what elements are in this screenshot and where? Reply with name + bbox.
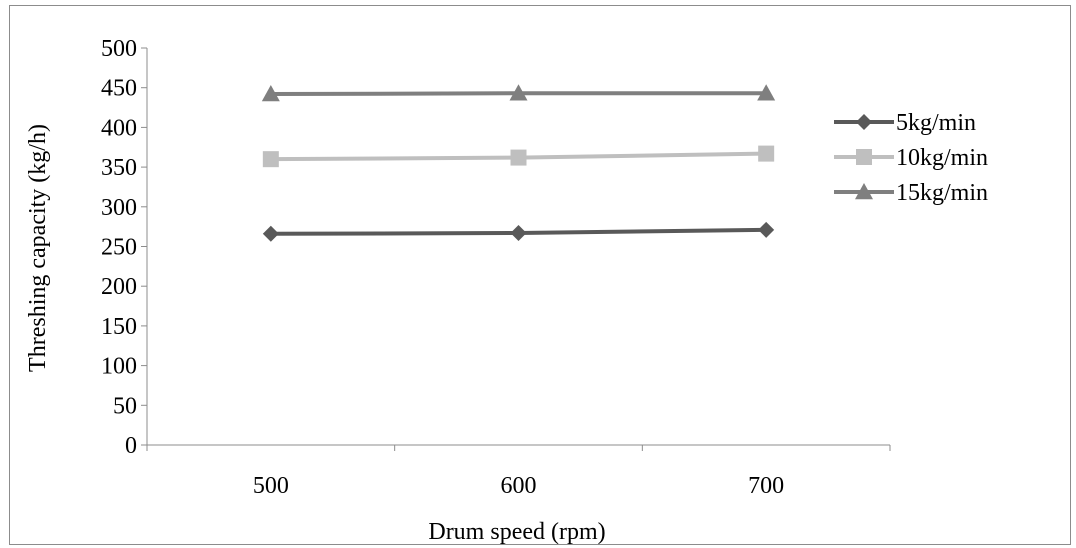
data-point (758, 145, 775, 162)
series-10kg-min (262, 145, 775, 168)
y-tick-label: 400 (101, 115, 137, 141)
series-layer (261, 84, 776, 242)
data-point (757, 84, 776, 101)
data-point (510, 225, 527, 242)
y-tick-label: 300 (101, 195, 137, 221)
y-tick-label: 50 (113, 393, 137, 419)
series-15kg-min (261, 84, 776, 102)
series-5kg-min (262, 221, 775, 242)
legend-item: 5kg/min (834, 110, 976, 136)
y-axis-title: Threshing capacity (kg/h) (25, 124, 51, 372)
legend-marker (855, 183, 873, 200)
y-tick-label: 200 (101, 274, 137, 300)
data-point (261, 85, 280, 102)
legend-item: 15kg/min (834, 180, 988, 206)
legend-marker (856, 149, 872, 165)
legend-marker (856, 114, 872, 130)
data-point (262, 225, 279, 242)
x-axis: 500 600 700 (146, 444, 891, 499)
data-point (509, 84, 528, 101)
y-axis: 0 50 100 150 200 250 300 350 400 450 500 (101, 36, 148, 459)
legend: 5kg/min 10kg/min 15kg/min (834, 110, 988, 206)
x-tick-label: 700 (748, 473, 784, 499)
x-tick-label: 600 (501, 473, 537, 499)
data-point (758, 221, 775, 238)
x-axis-title: Drum speed (rpm) (428, 519, 605, 545)
y-tick-label: 100 (101, 354, 137, 380)
y-tick-label: 500 (101, 36, 137, 62)
y-tick-label: 450 (101, 76, 137, 102)
legend-item: 10kg/min (834, 145, 988, 171)
x-tick-label: 500 (253, 473, 289, 499)
y-tick-label: 250 (101, 235, 137, 261)
y-tick-label: 350 (101, 155, 137, 181)
data-point (262, 151, 279, 168)
data-point (510, 149, 527, 166)
y-tick-label: 0 (125, 433, 137, 459)
y-tick-label: 150 (101, 314, 137, 340)
legend-label: 5kg/min (896, 110, 976, 136)
legend-label: 15kg/min (896, 180, 988, 206)
legend-label: 10kg/min (896, 145, 988, 171)
